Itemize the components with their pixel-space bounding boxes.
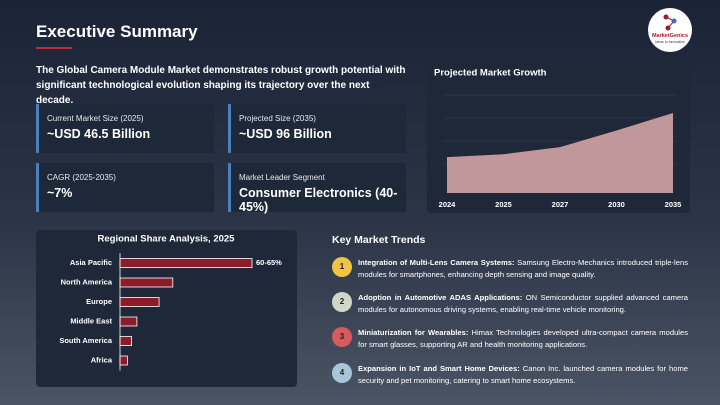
chart-title: Projected Market Growth: [434, 68, 547, 79]
bar: [119, 297, 160, 307]
stat-label: CAGR (2025-2035): [47, 173, 116, 182]
stat-label: Market Leader Segment: [239, 173, 325, 182]
value-label: 60-65%: [256, 258, 282, 267]
title: Executive Summary: [36, 22, 198, 41]
trend-item: 1 Integration of Multi-Lens Camera System…: [332, 257, 688, 280]
growth-chart: Projected Market Growth 2024 2025 2027 2030…: [427, 62, 690, 213]
logo-name: MarketGenics: [651, 33, 689, 39]
logo-icon: [663, 14, 677, 31]
title-underline: [36, 47, 72, 49]
logo: MarketGenics Ideas to Innovation: [648, 8, 692, 52]
stat-card: CAGR (2025-2035) ~7%: [36, 163, 214, 212]
trend-item: 2 Adoption in Automotive ADAS Application…: [332, 292, 688, 315]
trend-number: 3: [332, 327, 352, 347]
trend-heading: Adoption in Automotive ADAS Applications…: [358, 293, 523, 302]
stat-card: Market Leader Segment Consumer Electronic…: [228, 163, 406, 214]
stat-value: ~7%: [47, 186, 73, 200]
x-tick-label: 2027: [552, 200, 569, 209]
x-tick-label: 2024: [439, 200, 457, 209]
stat-card: Current Market Size (2025) ~USD 46.5 Bill…: [36, 104, 214, 153]
area: [447, 113, 673, 193]
y-tick-label: Middle East: [70, 316, 112, 325]
stat-value: Consumer Electronics (40-45%): [239, 186, 398, 214]
trend-item: 4 Expansion in IoT and Smart Home Devices…: [332, 363, 688, 386]
trend-text: Himax Technologies developed ultra-compa…: [358, 328, 688, 349]
x-tick-label: 2025: [495, 200, 512, 209]
stat-label: Current Market Size (2025): [47, 114, 144, 123]
trend-text: Samsung Electro-Mechanics introduced tri…: [358, 258, 688, 279]
trend-item: 3 Miniaturization for Wearables: Himax Te…: [332, 327, 688, 350]
bar: [119, 277, 174, 288]
x-tick-label: 2035: [665, 200, 682, 209]
region-chart: Regional Share Analysis, 2025 Asia Pacif…: [36, 230, 297, 387]
bar: [119, 355, 128, 366]
summary: The Global Camera Module Market demonstr…: [36, 65, 406, 106]
trend-text: Canon Inc. launched camera modules for h…: [358, 364, 688, 385]
y-tick-label: Europe: [86, 297, 112, 306]
y-tick-label: Asia Pacific: [70, 258, 112, 267]
trend-heading: Miniaturization for Wearables:: [358, 328, 469, 337]
stat-value: ~USD 96 Billion: [239, 127, 332, 141]
chart-title: Regional Share Analysis, 2025: [98, 234, 236, 245]
stat-label: Projected Size (2035): [239, 114, 316, 123]
trends-title: Key Market Trends: [332, 234, 426, 246]
y-tick-label: Africa: [91, 355, 113, 364]
trend-number: 1: [332, 257, 352, 277]
trend-number: 2: [332, 292, 352, 312]
bar: [119, 316, 138, 327]
trend-heading: Expansion in IoT and Smart Home Devices:: [358, 364, 520, 373]
bar: [119, 258, 253, 268]
y-tick-label: North America: [61, 277, 113, 286]
logo-tagline: Ideas to Innovation: [655, 40, 685, 44]
stat-card: Projected Size (2035) ~USD 96 Billion: [228, 104, 406, 153]
trend-heading: Integration of Multi-Lens Camera Systems…: [358, 258, 515, 267]
trend-number: 4: [332, 363, 352, 383]
x-tick-label: 2030: [608, 200, 625, 209]
bar: [119, 336, 133, 346]
y-tick-label: South America: [59, 336, 112, 345]
trend-text: ON Semiconductor supplied advanced camer…: [358, 293, 688, 314]
stat-value: ~USD 46.5 Billion: [47, 127, 151, 141]
